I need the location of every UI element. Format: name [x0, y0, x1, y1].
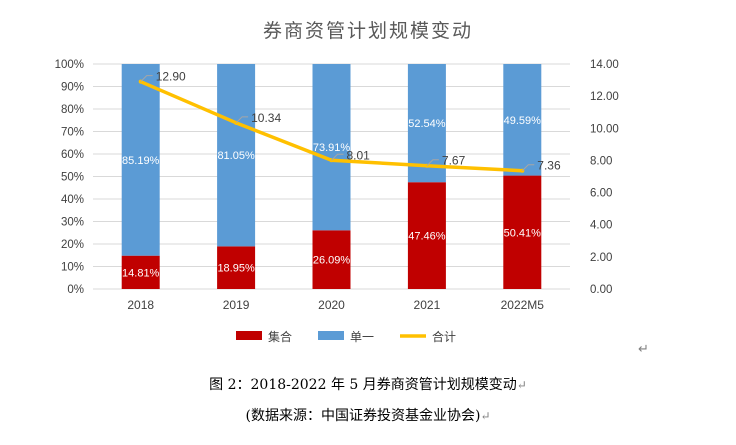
- chart-svg: 0% 10% 20% 30% 40% 50% 60% 70% 80% 90% 100% 0.00 2.0…: [55, 59, 619, 344]
- bar-segment-jihe: [503, 175, 542, 289]
- chart-title: 券商资管计划规模变动: [262, 20, 473, 42]
- bar-segment-danyi: [407, 64, 446, 183]
- bar-segment-danyi: [217, 64, 256, 247]
- data-label-danyi: 52.54%: [408, 118, 446, 130]
- bar-segment-jihe: [217, 246, 256, 289]
- figure-caption-text: 图 2：2018-2022 年 5 月券商资管计划规模变动: [209, 377, 517, 393]
- x-tick-label: 2022M5: [501, 298, 545, 312]
- x-tick-label: 2020: [318, 298, 345, 312]
- data-label-jihe: 50.41%: [504, 227, 542, 239]
- paragraph-mark: ↵: [638, 342, 649, 357]
- y-left-tick-label: 0%: [67, 284, 84, 296]
- data-label-danyi: 81.05%: [217, 150, 255, 162]
- data-label-heji: 10.34: [251, 111, 281, 125]
- legend-swatch: [236, 331, 262, 340]
- data-label-danyi: 85.19%: [122, 155, 160, 167]
- bar-segment-danyi: [121, 64, 160, 256]
- x-tick-label: 2019: [223, 298, 250, 312]
- data-label-jihe: 14.81%: [122, 267, 160, 279]
- y-left-tick-label: 90%: [61, 82, 84, 94]
- data-label-leader: [235, 116, 249, 124]
- bar-segment-danyi: [503, 64, 542, 176]
- y-left-tick-label: 70%: [61, 127, 84, 139]
- data-label-danyi: 73.91%: [313, 142, 351, 154]
- y-left-tick-label: 30%: [61, 217, 84, 229]
- y-right-tick-label: 10.00: [590, 123, 619, 135]
- data-label-danyi: 49.59%: [504, 115, 542, 127]
- y-left-tick-label: 80%: [61, 104, 84, 116]
- chart-area: 券商资管计划规模变动 0% 10% 20% 30% 40% 50% 60% 70% 80% 90%…: [55, 20, 619, 344]
- source-caption: (数据来源：中国证券投资基金业协会)↵: [0, 405, 736, 425]
- y-right-tick-label: 12.00: [590, 91, 619, 103]
- figure-caption: 图 2：2018-2022 年 5 月券商资管计划规模变动↵: [0, 374, 736, 394]
- y-right-tick-label: 2.00: [590, 252, 612, 264]
- caption-paragraph-mark: ↵: [516, 378, 527, 392]
- y-right-tick-label: 4.00: [590, 220, 612, 232]
- data-label-heji: 7.67: [442, 154, 466, 168]
- legend-swatch: [318, 331, 344, 340]
- bar-segment-jihe: [121, 255, 160, 289]
- data-label-leader: [140, 75, 153, 83]
- legend-label: 合计: [432, 329, 456, 344]
- bar-segment-jihe: [312, 230, 351, 289]
- data-label-jihe: 26.09%: [313, 255, 351, 267]
- x-tick-label: 2018: [127, 298, 154, 312]
- y-right-tick-label: 0.00: [590, 284, 612, 296]
- y-right-tick-label: 6.00: [590, 188, 612, 200]
- bar-segment-danyi: [312, 64, 351, 231]
- y-left-tick-label: 40%: [61, 194, 84, 206]
- data-label-heji: 8.01: [347, 148, 371, 162]
- legend-label: 单一: [350, 330, 374, 344]
- x-tick-label: 2021: [414, 298, 441, 312]
- source-caption-text: (数据来源：中国证券投资基金业协会): [245, 408, 481, 424]
- y-right-tick-label: 14.00: [590, 59, 619, 71]
- data-label-jihe: 47.46%: [408, 231, 446, 243]
- y-right-tick-label: 8.00: [590, 155, 612, 167]
- bar-segment-jihe: [407, 182, 446, 289]
- source-paragraph-mark: ↵: [480, 409, 491, 423]
- data-label-jihe: 18.95%: [217, 263, 255, 275]
- y-left-tick-label: 10%: [61, 262, 84, 274]
- legend-label: 集合: [268, 329, 292, 344]
- data-label-heji: 12.90: [156, 70, 186, 84]
- data-label-leader: [426, 159, 439, 167]
- y-left-tick-label: 20%: [61, 239, 84, 251]
- y-left-tick-label: 60%: [61, 149, 84, 161]
- data-label-heji: 7.36: [537, 159, 561, 173]
- y-left-tick-label: 50%: [61, 172, 84, 184]
- y-left-tick-label: 100%: [55, 59, 84, 71]
- data-label-leader: [521, 164, 535, 172]
- data-label-leader: [331, 153, 344, 161]
